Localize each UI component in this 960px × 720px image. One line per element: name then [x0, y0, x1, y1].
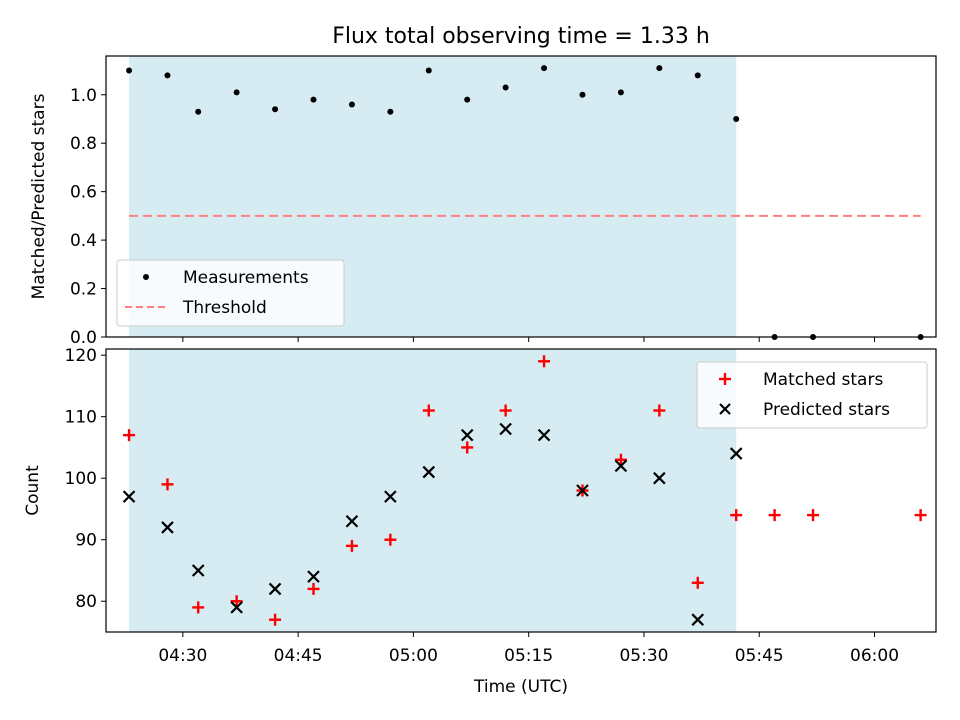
matched-point — [914, 509, 927, 522]
matched-point — [691, 576, 704, 589]
measurement-point — [272, 106, 279, 113]
matched-point — [653, 404, 666, 417]
matched-point — [123, 429, 136, 442]
predicted-point — [307, 570, 320, 583]
matched-point — [768, 509, 781, 522]
y-tick-label: 0.4 — [70, 231, 97, 251]
measurement-point — [164, 72, 171, 79]
predicted-point — [161, 521, 174, 534]
y-tick-label: 0.6 — [70, 183, 97, 203]
observing-span — [129, 349, 737, 632]
ratio-y-label: Matched/Predicted stars — [29, 93, 49, 299]
measurement-point — [348, 101, 355, 108]
y-tick-label: 100 — [65, 469, 97, 489]
y-tick-label: 0.2 — [70, 280, 97, 300]
legend-marker-matched — [719, 373, 731, 385]
count-x-ticks: 04:30 04:45 05:00 05:15 05:30 05:45 06:00 — [158, 632, 899, 666]
matched-point — [161, 478, 174, 491]
measurement-point — [425, 67, 432, 74]
matched-point — [345, 539, 358, 552]
predicted-points — [122, 422, 743, 626]
y-tick-label: 120 — [65, 346, 97, 366]
y-tick-label: 80 — [75, 592, 97, 612]
measurement-point — [387, 108, 394, 115]
predicted-point — [345, 514, 359, 528]
legend-marker-measurements — [143, 274, 149, 280]
matched-point — [192, 601, 205, 614]
measurement-point — [464, 96, 471, 103]
ratio-x-ticks — [182, 337, 876, 342]
measurement-point — [733, 115, 740, 122]
measurement-point — [541, 65, 548, 72]
predicted-point — [576, 484, 589, 497]
x-tick-label: 04:30 — [158, 646, 207, 666]
x-tick-label: 05:00 — [389, 646, 438, 666]
matched-point — [461, 441, 474, 454]
matched-point — [807, 509, 820, 522]
predicted-point — [691, 613, 705, 626]
measurement-points — [126, 65, 924, 340]
y-tick-label: 110 — [65, 408, 97, 428]
x-tick-label: 06:00 — [850, 646, 899, 666]
matched-point — [384, 533, 397, 546]
predicted-point — [230, 601, 243, 614]
x-tick-label: 04:45 — [274, 646, 323, 666]
legend-label-measurements: Measurements — [183, 268, 309, 288]
predicted-point — [537, 428, 551, 442]
chart-title: Flux total observing time = 1.33 h — [332, 24, 710, 49]
predicted-point — [422, 465, 436, 479]
predicted-point — [614, 459, 628, 473]
predicted-point — [729, 447, 743, 460]
ratio-panel: 0.0 0.2 0.4 0.6 0.8 1.0 Matched/Predicted sta… — [29, 55, 937, 348]
measurement-point — [579, 91, 586, 98]
count-legend: Matched stars Predicted stars — [696, 361, 928, 429]
measurement-point — [617, 89, 624, 96]
y-tick-label: 1.0 — [70, 86, 97, 106]
predicted-point — [122, 490, 136, 503]
legend-marker-predicted — [719, 403, 731, 415]
predicted-point — [653, 471, 666, 485]
x-tick-label: 05:15 — [504, 646, 553, 666]
matched-point — [307, 582, 320, 595]
predicted-point — [499, 422, 512, 436]
y-tick-label: 0.8 — [70, 134, 97, 154]
measurement-point — [656, 65, 663, 72]
matched-point — [730, 509, 743, 522]
legend-label-threshold: Threshold — [182, 298, 267, 318]
predicted-point — [384, 490, 397, 503]
measurement-point — [502, 84, 509, 91]
count-y-ticks: 80 90 100 110 120 — [65, 346, 106, 612]
matched-point — [538, 355, 551, 368]
legend-label-predicted: Predicted stars — [763, 400, 890, 420]
x-tick-label: 05:30 — [619, 646, 668, 666]
x-tick-label: 05:45 — [735, 646, 784, 666]
measurement-point — [195, 108, 202, 115]
x-axis-label: Time (UTC) — [473, 677, 568, 697]
y-tick-label: 0.0 — [70, 328, 97, 348]
matched-point — [614, 453, 627, 466]
ratio-axes-frame — [105, 55, 937, 338]
matched-points — [123, 355, 927, 626]
matched-point — [269, 613, 282, 626]
legend-label-matched: Matched stars — [763, 370, 883, 390]
ratio-y-ticks: 0.0 0.2 0.4 0.6 0.8 1.0 — [70, 86, 106, 348]
matched-point — [499, 404, 512, 417]
ratio-legend: Measurements Threshold — [116, 259, 345, 327]
predicted-point — [460, 428, 474, 442]
measurement-point — [126, 67, 133, 74]
matched-point — [230, 595, 243, 608]
predicted-point — [268, 582, 282, 596]
measurement-point — [310, 96, 317, 103]
y-tick-label: 90 — [75, 531, 97, 551]
count-axes-frame — [105, 348, 937, 633]
predicted-point — [191, 564, 205, 577]
count-y-label: Count — [23, 465, 43, 516]
measurement-point — [233, 89, 240, 96]
matched-point — [422, 404, 435, 417]
measurement-point — [694, 72, 701, 79]
